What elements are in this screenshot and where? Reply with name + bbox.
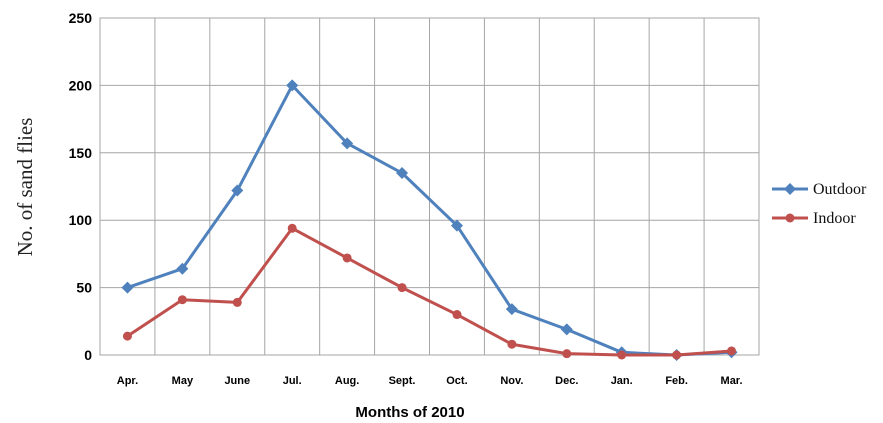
legend-marker-indoor xyxy=(785,213,795,223)
x-tick-label: Mar. xyxy=(721,375,743,387)
data-point-outdoor xyxy=(450,219,463,232)
series-line-outdoor xyxy=(126,83,732,357)
x-tick-label: Apr. xyxy=(117,375,138,387)
data-point-indoor xyxy=(397,283,407,293)
legend-marker-outdoor xyxy=(784,183,796,195)
x-tick-label: Dec. xyxy=(555,375,578,387)
series-group xyxy=(121,79,738,361)
y-axis-label: No. of sand flies xyxy=(13,118,37,257)
grid xyxy=(99,17,760,356)
y-tick-label: 0 xyxy=(84,347,92,363)
y-tick-label: 100 xyxy=(69,212,93,228)
legend-label-indoor: Indoor xyxy=(813,210,856,227)
y-tick-labels: 0 50 100 150 200 250 xyxy=(69,10,93,363)
y-tick-label: 50 xyxy=(76,280,92,296)
data-point-indoor xyxy=(617,350,627,360)
data-point-outdoor xyxy=(560,323,573,336)
data-point-indoor xyxy=(452,310,462,320)
x-tick-label: Nov. xyxy=(500,375,523,387)
data-point-outdoor xyxy=(176,262,189,275)
series-line-indoor xyxy=(126,226,732,357)
data-point-outdoor xyxy=(231,184,244,197)
legend: Outdoor Indoor xyxy=(772,181,867,227)
data-point-outdoor xyxy=(396,167,409,180)
data-point-indoor xyxy=(562,349,572,359)
data-point-outdoor xyxy=(286,79,299,92)
y-tick-label: 200 xyxy=(69,77,93,93)
data-point-indoor xyxy=(727,346,737,356)
x-tick-label: Sept. xyxy=(389,375,416,387)
data-point-indoor xyxy=(672,350,682,360)
x-tick-label: Jan. xyxy=(611,375,633,387)
legend-label-outdoor: Outdoor xyxy=(813,181,867,198)
x-tick-label: June xyxy=(224,375,250,387)
x-tick-label: Feb. xyxy=(665,375,688,387)
data-point-outdoor xyxy=(341,137,354,150)
x-tick-label: Aug. xyxy=(335,375,359,387)
data-point-indoor xyxy=(342,253,352,263)
data-point-indoor xyxy=(507,339,517,349)
x-tick-labels: Apr. May June Jul. Aug. Sept. Oct. Nov. Dec. Jan.… xyxy=(117,375,743,387)
data-point-outdoor xyxy=(121,281,134,294)
y-tick-label: 250 xyxy=(69,10,93,26)
x-tick-label: Oct. xyxy=(446,375,467,387)
x-tick-label: Jul. xyxy=(283,375,302,387)
data-point-indoor xyxy=(122,331,132,341)
x-tick-label: May xyxy=(172,375,194,387)
x-axis-label: Months of 2010 xyxy=(355,404,464,421)
data-point-indoor xyxy=(177,295,187,305)
data-point-outdoor xyxy=(505,303,518,316)
data-point-indoor xyxy=(287,223,297,233)
data-point-indoor xyxy=(232,297,242,307)
y-tick-label: 150 xyxy=(69,145,93,161)
